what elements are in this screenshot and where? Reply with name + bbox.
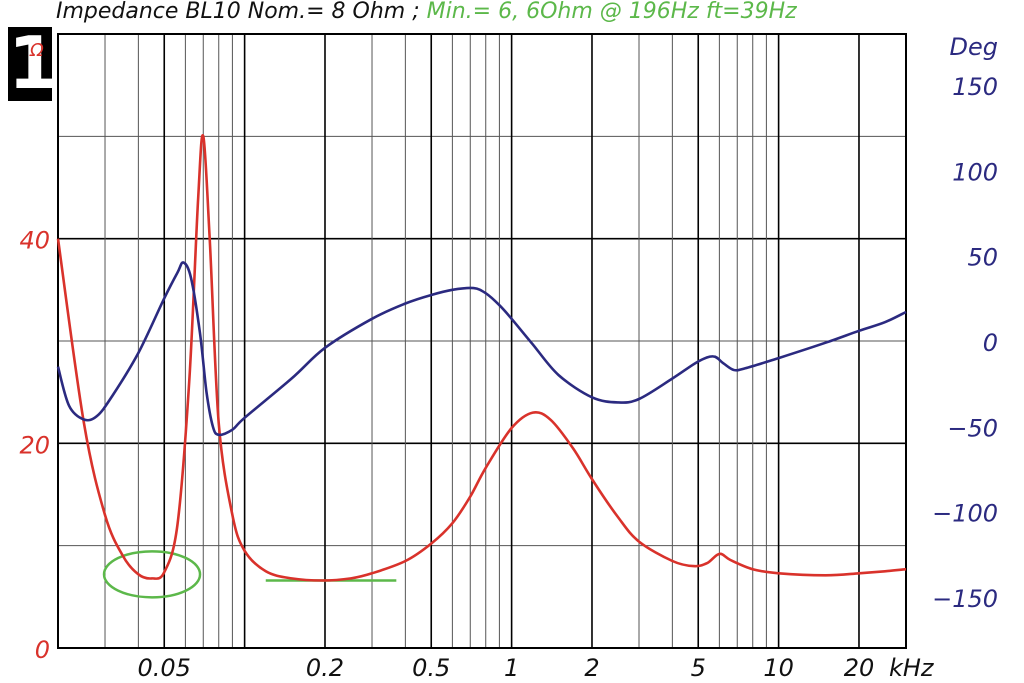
y-left-tick-label: 20 — [19, 431, 50, 459]
x-tick-label: 0.2 — [306, 654, 344, 682]
y-right-tick-label: −50 — [947, 414, 998, 442]
x-tick-label: 5 — [691, 654, 706, 682]
impedance-curve — [56, 133, 907, 582]
y-left-tick-label: 40 — [19, 227, 50, 255]
plot-frame — [57, 33, 907, 649]
min-region-ellipse — [102, 550, 202, 599]
y-right-tick-label: 150 — [952, 73, 998, 101]
y-right-axis-label: Deg — [950, 33, 998, 61]
x-axis-unit: kHz — [889, 654, 935, 682]
figure-number: 1 — [8, 21, 59, 105]
chart-title-main: Impedance BL10 Nom.= 8 Ohm ; — [56, 0, 420, 24]
phase-curve — [56, 261, 907, 437]
chart-title-min: Min.= 6, 6Ohm @ 196Hz ft=39Hz — [426, 0, 797, 24]
y-right-tick-label: 50 — [967, 244, 998, 272]
y-left-axis-label: Ω — [29, 40, 44, 61]
x-tick-label: 2 — [584, 654, 599, 682]
y-right-tick-label: −150 — [932, 585, 998, 613]
y-left-tick-label: 0 — [35, 636, 50, 664]
y-right-tick-label: 0 — [983, 329, 998, 357]
y-right-tick-label: −100 — [932, 500, 998, 528]
x-tick-label: 10 — [763, 654, 794, 682]
figure-number-badge: 1 — [8, 23, 58, 103]
y-right-tick-label: 100 — [952, 158, 998, 186]
x-tick-label: 20 — [844, 654, 875, 682]
x-tick-label: 0.5 — [412, 654, 450, 682]
x-tick-label: 1 — [504, 654, 519, 682]
x-tick-label: 0.05 — [138, 654, 191, 682]
chart-title: Impedance BL10 Nom.= 8 Ohm ; Min.= 6, 6O… — [56, 0, 797, 24]
